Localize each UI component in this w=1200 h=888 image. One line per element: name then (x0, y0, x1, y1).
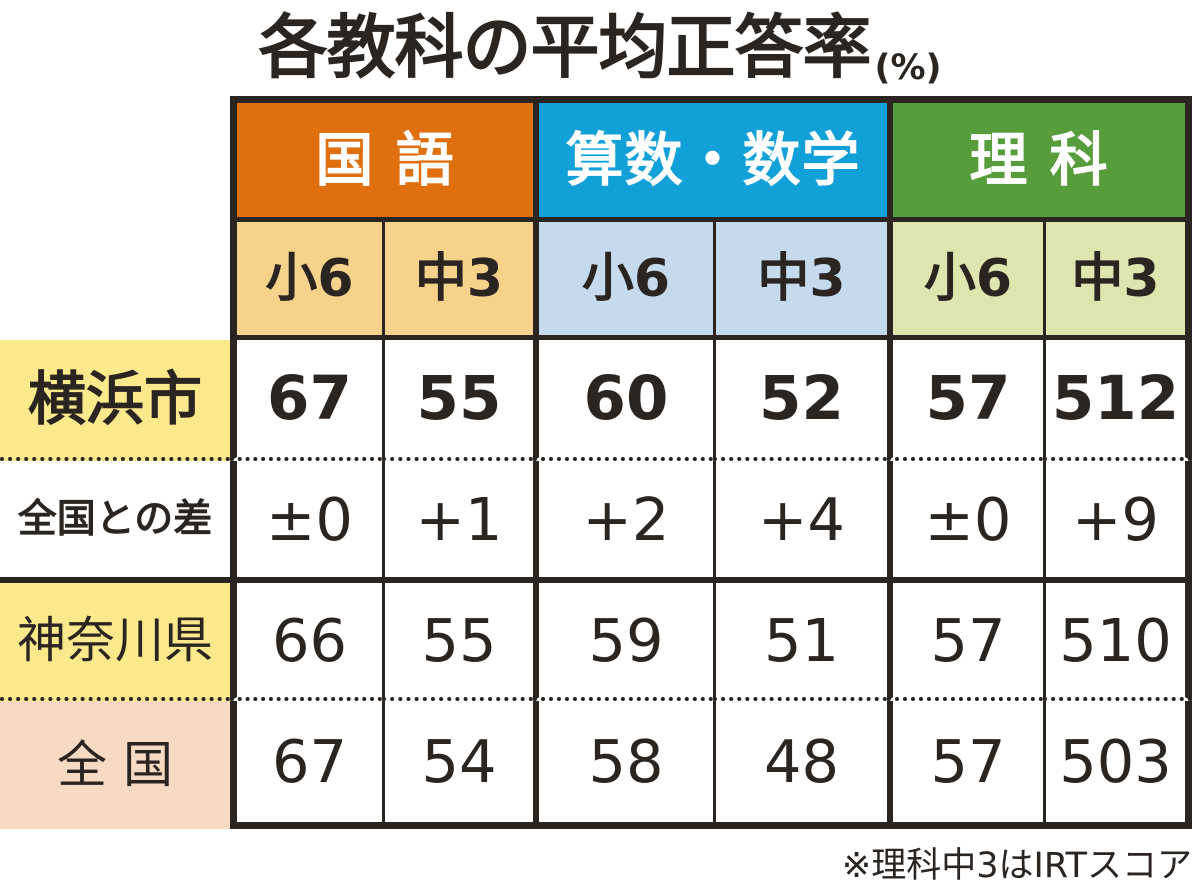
value-cell: 48 (713, 701, 887, 829)
grade-header-japanese-e6: 小6 (230, 222, 382, 340)
value-cell: +4 (713, 461, 887, 583)
score-table: 国 語 算数・数学 理 科 小6 中3 小6 中3 小6 中3 横浜市 67 5… (0, 96, 1192, 829)
value-cell: 55 (382, 583, 533, 701)
value-cell: 512 (1043, 340, 1192, 461)
value-cell: 67 (230, 340, 382, 461)
value-cell: 60 (533, 340, 713, 461)
row-label-yokohama: 横浜市 (0, 340, 230, 461)
value-cell: +1 (382, 461, 533, 583)
row-label-kanagawa: 神奈川県 (0, 583, 230, 701)
subject-header-japanese: 国 語 (230, 96, 533, 222)
value-cell: 503 (1043, 701, 1192, 829)
value-cell: 58 (533, 701, 713, 829)
value-cell: 66 (230, 583, 382, 701)
value-cell: ±0 (887, 461, 1043, 583)
title-unit: (%) (874, 48, 942, 88)
value-cell: +2 (533, 461, 713, 583)
row-label-national-diff: 全国との差 (0, 461, 230, 583)
grade-header-math-e6: 小6 (533, 222, 713, 340)
value-cell: 57 (887, 340, 1043, 461)
subject-header-math: 算数・数学 (533, 96, 887, 222)
row-label-national: 全 国 (0, 701, 230, 829)
value-cell: 59 (533, 583, 713, 701)
subject-header-science: 理 科 (887, 96, 1192, 222)
footnote: ※理科中3はIRTスコア (841, 846, 1192, 886)
value-cell: ±0 (230, 461, 382, 583)
value-cell: 57 (887, 701, 1043, 829)
grade-header-math-j3: 中3 (713, 222, 887, 340)
value-cell: 510 (1043, 583, 1192, 701)
grade-header-japanese-j3: 中3 (382, 222, 533, 340)
value-cell: 67 (230, 701, 382, 829)
value-cell: 52 (713, 340, 887, 461)
grade-header-science-j3: 中3 (1043, 222, 1192, 340)
grade-header-science-e6: 小6 (887, 222, 1043, 340)
value-cell: 57 (887, 583, 1043, 701)
title-text: 各教科の平均正答率 (258, 7, 871, 88)
value-cell: 55 (382, 340, 533, 461)
table-corner-spacer (0, 96, 230, 340)
page-title: 各教科の平均正答率 (%) (0, 0, 1200, 96)
value-cell: +9 (1043, 461, 1192, 583)
value-cell: 54 (382, 701, 533, 829)
value-cell: 51 (713, 583, 887, 701)
